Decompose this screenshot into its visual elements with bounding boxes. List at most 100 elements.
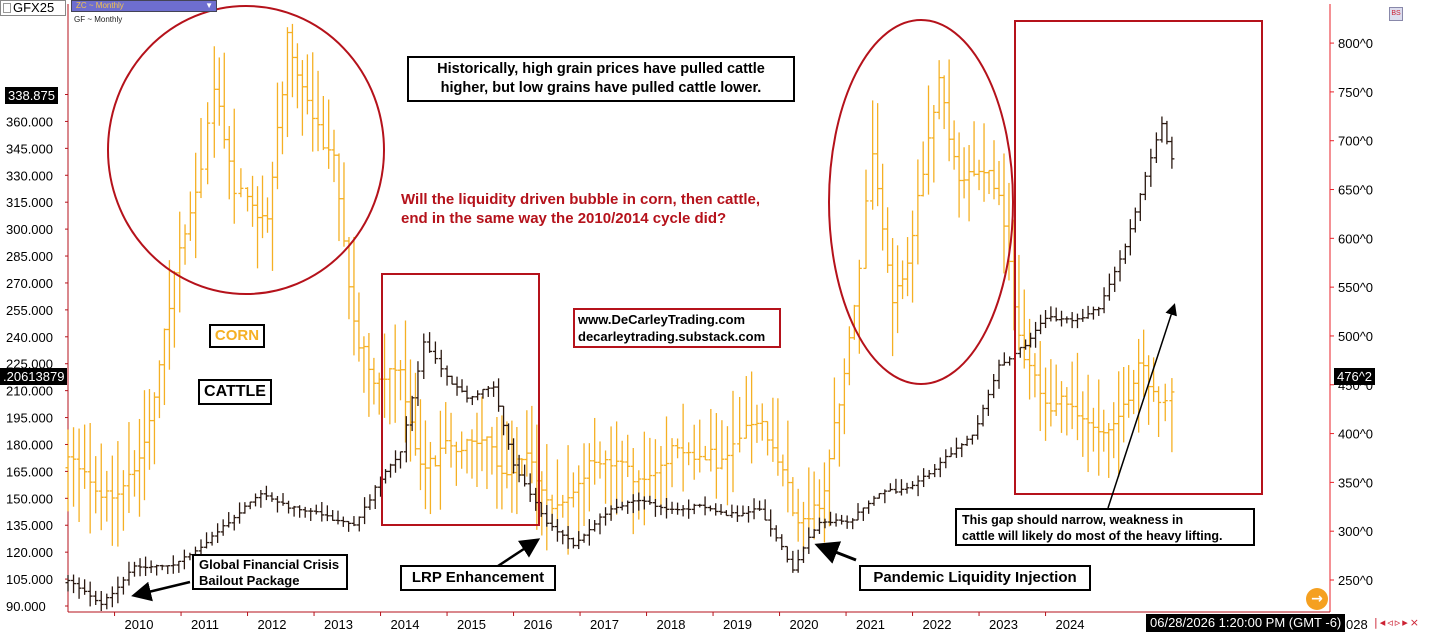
note-grain-line-2: higher, but low grains have pulled cattl… bbox=[440, 80, 762, 96]
note-pandemic: Pandemic Liquidity Injection bbox=[859, 565, 1091, 591]
cattle-bar bbox=[1132, 207, 1138, 233]
corn-bar bbox=[1085, 374, 1091, 473]
nav-icons[interactable]: |◂◃▹▸× bbox=[1374, 616, 1422, 629]
corn-bar bbox=[961, 147, 967, 199]
cattle-bar bbox=[985, 389, 991, 416]
x-tick-label: 2019 bbox=[723, 617, 752, 632]
cattle-bar bbox=[686, 499, 692, 519]
left-tick-label: 165.000 bbox=[6, 464, 53, 479]
corn-bar bbox=[1090, 407, 1096, 452]
corn-bar bbox=[647, 437, 653, 503]
cattle-bar bbox=[1122, 243, 1128, 264]
study-tab-label: ZC ~ Monthly bbox=[76, 1, 124, 10]
substack-url[interactable]: decarleytrading.substack.com bbox=[578, 329, 766, 344]
arrow-lrp bbox=[497, 538, 541, 568]
corn-bar bbox=[1059, 381, 1065, 433]
cattle-bar bbox=[485, 386, 491, 397]
right-tick-label: 400^0 bbox=[1338, 427, 1373, 442]
study-subtitle: GF ~ Monthly bbox=[74, 15, 123, 24]
cattle-bar bbox=[921, 468, 927, 488]
corn-bar bbox=[161, 328, 167, 406]
cattle-bar bbox=[718, 504, 724, 515]
cattle-bar bbox=[209, 531, 215, 546]
corn-bar bbox=[1021, 289, 1027, 369]
x-tick-label: 2024 bbox=[1055, 617, 1085, 632]
corn-bar bbox=[1111, 402, 1117, 459]
corn-bar bbox=[294, 43, 300, 109]
left-tick-label: 270.000 bbox=[6, 276, 53, 291]
symbol-selector[interactable]: GFX25 bbox=[0, 0, 66, 16]
cattle-bar bbox=[806, 527, 812, 554]
cattle-bar bbox=[991, 374, 997, 399]
cattle-bar bbox=[1001, 352, 1007, 366]
cattle-bar bbox=[403, 416, 409, 463]
cattle-bar bbox=[943, 449, 949, 469]
cattle-bar bbox=[603, 507, 609, 526]
corn-bar bbox=[951, 120, 957, 170]
corn-bar bbox=[931, 105, 937, 183]
cattle-bar bbox=[362, 497, 368, 525]
x-tick-label: 2014 bbox=[390, 617, 420, 632]
cattle-bar bbox=[286, 500, 292, 514]
website-url[interactable]: www.DeCarleyTrading.com bbox=[578, 312, 746, 327]
close-icon[interactable] bbox=[3, 3, 11, 13]
cattle-bar bbox=[592, 520, 598, 532]
corn-bar bbox=[976, 159, 982, 191]
corn-bar bbox=[489, 426, 495, 475]
corn-bar bbox=[920, 141, 926, 197]
cattle-bar bbox=[335, 510, 341, 525]
cattle-bar bbox=[641, 496, 647, 510]
cattle-bar bbox=[1112, 266, 1118, 292]
arrow-right-icon[interactable]: → bbox=[1306, 588, 1328, 610]
cattle-bar bbox=[910, 481, 916, 490]
corn-bar bbox=[780, 454, 786, 487]
cattle-bar bbox=[383, 469, 389, 484]
corn-bar bbox=[900, 260, 906, 300]
cattle-bar bbox=[231, 514, 237, 531]
cattle-bar bbox=[773, 525, 779, 542]
corn-bar bbox=[1048, 359, 1054, 427]
corn-bar bbox=[422, 420, 428, 510]
corn-bar bbox=[432, 455, 438, 467]
corn-bar bbox=[1151, 357, 1157, 402]
cattle-bar bbox=[516, 454, 522, 483]
cattle-bar bbox=[1038, 314, 1044, 335]
cattle-bar bbox=[120, 576, 126, 595]
cattle-bar bbox=[811, 529, 817, 538]
cattle-bar bbox=[1137, 193, 1143, 222]
left-tick-label: 285.000 bbox=[6, 249, 53, 264]
arrow-gfc bbox=[131, 580, 191, 602]
corn-bar bbox=[641, 431, 647, 526]
corn-bar bbox=[1074, 352, 1080, 441]
cattle-bar bbox=[143, 556, 149, 576]
cattle-bar bbox=[996, 359, 1002, 389]
cattle-bar bbox=[181, 549, 187, 570]
right-tick-label: 650^0 bbox=[1338, 183, 1373, 198]
cattle-bar bbox=[833, 513, 839, 527]
study-tab[interactable]: ZC ~ Monthly ▼ bbox=[71, 0, 217, 12]
cattle-bar bbox=[1164, 120, 1170, 145]
cattle-bar bbox=[898, 479, 904, 496]
corn-bar bbox=[1169, 378, 1175, 453]
corn-bar bbox=[795, 488, 801, 542]
corn-bar bbox=[366, 332, 372, 417]
corn-bar bbox=[1016, 254, 1022, 351]
corn-bar bbox=[603, 450, 609, 504]
corn-bar bbox=[469, 429, 475, 479]
cattle-bar bbox=[953, 437, 959, 458]
chevron-down-icon[interactable]: ▼ bbox=[205, 1, 213, 10]
corn-bar bbox=[743, 376, 749, 439]
corn-bar bbox=[630, 448, 636, 535]
cattle-bar bbox=[565, 525, 571, 549]
corn-bar bbox=[87, 423, 93, 534]
corn-bar bbox=[1106, 422, 1112, 478]
cattle-bar bbox=[330, 510, 336, 521]
corn-bar bbox=[504, 421, 510, 489]
cattle-label: CATTLE bbox=[198, 379, 272, 405]
corn-bar bbox=[841, 358, 847, 435]
bs-icon[interactable]: BS bbox=[1389, 7, 1403, 21]
note-liquidity: Will the liquidity driven bubble in corn… bbox=[395, 186, 801, 230]
cattle-bar bbox=[226, 512, 232, 528]
x-tick-label: 2018 bbox=[656, 617, 686, 632]
cattle-bar bbox=[969, 434, 975, 445]
